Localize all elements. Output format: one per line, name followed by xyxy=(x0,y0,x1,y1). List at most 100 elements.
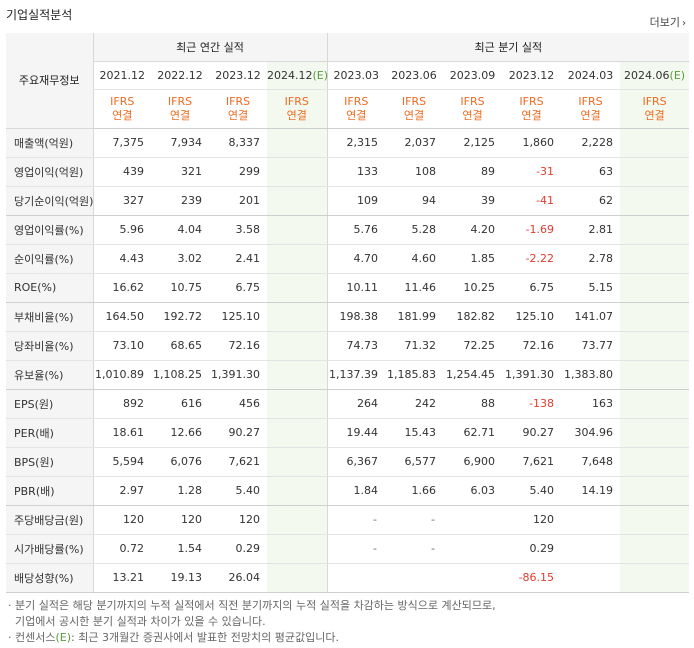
table-cell: -41 xyxy=(502,186,562,216)
table-row: 유보율(%) 1,010.89 1,108.25 1,391.30 1,137.39 1,… xyxy=(6,360,690,390)
table-cell: 14.19 xyxy=(561,476,621,506)
table-cell xyxy=(267,273,328,303)
table-cell: 74.73 xyxy=(326,331,386,361)
table-cell: -31 xyxy=(502,157,562,187)
table-row: 주당배당금(원) 120 120 120- -120 xyxy=(6,505,690,535)
table-cell xyxy=(267,360,328,390)
table-cell xyxy=(620,476,690,506)
financial-table: 주요재무정보 최근 연간 실적 최근 분기 실적 2021.12 2022.12 2… xyxy=(6,33,690,593)
table-cell xyxy=(267,389,328,419)
row-label: 배당성향(%) xyxy=(6,563,93,593)
row-label: 매출액(억원) xyxy=(6,128,93,158)
table-cell: 26.04 xyxy=(209,563,267,593)
ifrs-label: IFRS 연결 xyxy=(385,89,444,129)
footnotes: · 분기 실적은 해당 분기까지의 누적 실적에서 직전 분기까지의 누적 실적… xyxy=(8,598,496,646)
period-header: 2023.12 xyxy=(502,61,562,90)
table-cell: 327 xyxy=(92,186,151,216)
table-cell xyxy=(620,534,690,564)
table-cell: 181.99 xyxy=(385,302,444,332)
table-cell xyxy=(620,447,690,477)
table-cell xyxy=(443,563,503,593)
table-cell xyxy=(267,447,328,477)
table-cell: 1,254.45 xyxy=(443,360,503,390)
table-cell xyxy=(267,563,328,593)
table-cell: 242 xyxy=(385,389,444,419)
table-cell: 19.13 xyxy=(151,563,209,593)
table-cell: 5.96 xyxy=(92,215,151,245)
row-label: 유보율(%) xyxy=(6,360,93,390)
table-cell xyxy=(620,215,690,245)
table-cell: 7,621 xyxy=(209,447,267,477)
table-cell xyxy=(267,157,328,187)
table-cell: 299 xyxy=(209,157,267,187)
table-cell: 73.77 xyxy=(561,331,621,361)
period-header: 2023.09 xyxy=(443,61,503,90)
table-row: ROE(%) 16.62 10.75 6.75 10.11 11.46 10.25 6.75 5… xyxy=(6,273,690,303)
table-cell: 109 xyxy=(326,186,386,216)
table-cell: 1.66 xyxy=(385,476,444,506)
table-cell: 6,367 xyxy=(326,447,386,477)
table-cell xyxy=(267,418,328,448)
table-row: 당기순이익(억원) 327 239 201 109 94 39 -41 62 xyxy=(6,186,690,216)
table-cell: 892 xyxy=(92,389,151,419)
table-cell xyxy=(267,476,328,506)
table-cell: 1,383.80 xyxy=(561,360,621,390)
table-cell: 201 xyxy=(209,186,267,216)
table-cell: 4.43 xyxy=(92,244,151,274)
table-cell: 1,391.30 xyxy=(502,360,562,390)
table-cell: 19.44 xyxy=(326,418,386,448)
table-cell: -2.22 xyxy=(502,244,562,274)
table-cell xyxy=(620,360,690,390)
table-cell: 4.70 xyxy=(326,244,386,274)
table-cell: 6,900 xyxy=(443,447,503,477)
table-cell xyxy=(267,331,328,361)
table-cell: 13.21 xyxy=(92,563,151,593)
table-cell: 7,621 xyxy=(502,447,562,477)
table-cell xyxy=(620,273,690,303)
table-cell: 1,860 xyxy=(502,128,562,158)
footnote-2: 기업에서 공시한 분기 실적과 차이가 있을 수 있습니다. xyxy=(15,615,266,628)
row-label: 영업이익률(%) xyxy=(6,215,93,245)
table-cell: 39 xyxy=(443,186,503,216)
table-cell: 71.32 xyxy=(385,331,444,361)
table-cell xyxy=(443,534,503,564)
table-row: 영업이익률(%) 5.96 4.04 3.58 5.76 5.28 4.20 -1.69 2.8… xyxy=(6,215,690,245)
row-label: 순이익률(%) xyxy=(6,244,93,274)
table-cell: 3.02 xyxy=(151,244,209,274)
table-cell: 198.38 xyxy=(326,302,386,332)
table-cell: -1.69 xyxy=(502,215,562,245)
table-cell: 94 xyxy=(385,186,444,216)
table-cell xyxy=(620,157,690,187)
table-cell: 120 xyxy=(151,505,209,535)
table-cell: 10.25 xyxy=(443,273,503,303)
table-cell: -138 xyxy=(502,389,562,419)
table-cell: 12.66 xyxy=(151,418,209,448)
row-label: 시가배당률(%) xyxy=(6,534,93,564)
table-cell: 10.11 xyxy=(326,273,386,303)
footnote-1: · 분기 실적은 해당 분기까지의 누적 실적에서 직전 분기까지의 누적 실적… xyxy=(8,599,496,612)
table-cell: - xyxy=(385,534,444,564)
table-cell: 1,137.39 xyxy=(326,360,386,390)
row-label: EPS(원) xyxy=(6,389,93,419)
table-cell xyxy=(620,186,690,216)
row-label: 영업이익(억원) xyxy=(6,157,93,187)
table-cell xyxy=(326,563,386,593)
table-cell: 6,577 xyxy=(385,447,444,477)
table-cell: 8,337 xyxy=(209,128,267,158)
period-header: 2021.12 xyxy=(92,61,151,90)
table-cell: 1,185.83 xyxy=(385,360,444,390)
period-header: 2022.12 xyxy=(151,61,209,90)
table-cell xyxy=(620,244,690,274)
ifrs-label: IFRS 연결 xyxy=(620,89,690,129)
table-cell: 164.50 xyxy=(92,302,151,332)
table-cell: 304.96 xyxy=(561,418,621,448)
table-cell: 5.28 xyxy=(385,215,444,245)
estimate-mark: (E) xyxy=(669,68,686,82)
period-header: 2024.06(E) xyxy=(620,61,690,90)
row-label: 부채비율(%) xyxy=(6,302,93,332)
table-cell: 5.76 xyxy=(326,215,386,245)
table-cell xyxy=(267,128,328,158)
table-cell: 4.04 xyxy=(151,215,209,245)
more-link[interactable]: 더보기 › xyxy=(650,14,686,30)
table-row: 순이익률(%) 4.43 3.02 2.41 4.70 4.60 1.85 -2.22 2.78 xyxy=(6,244,690,274)
